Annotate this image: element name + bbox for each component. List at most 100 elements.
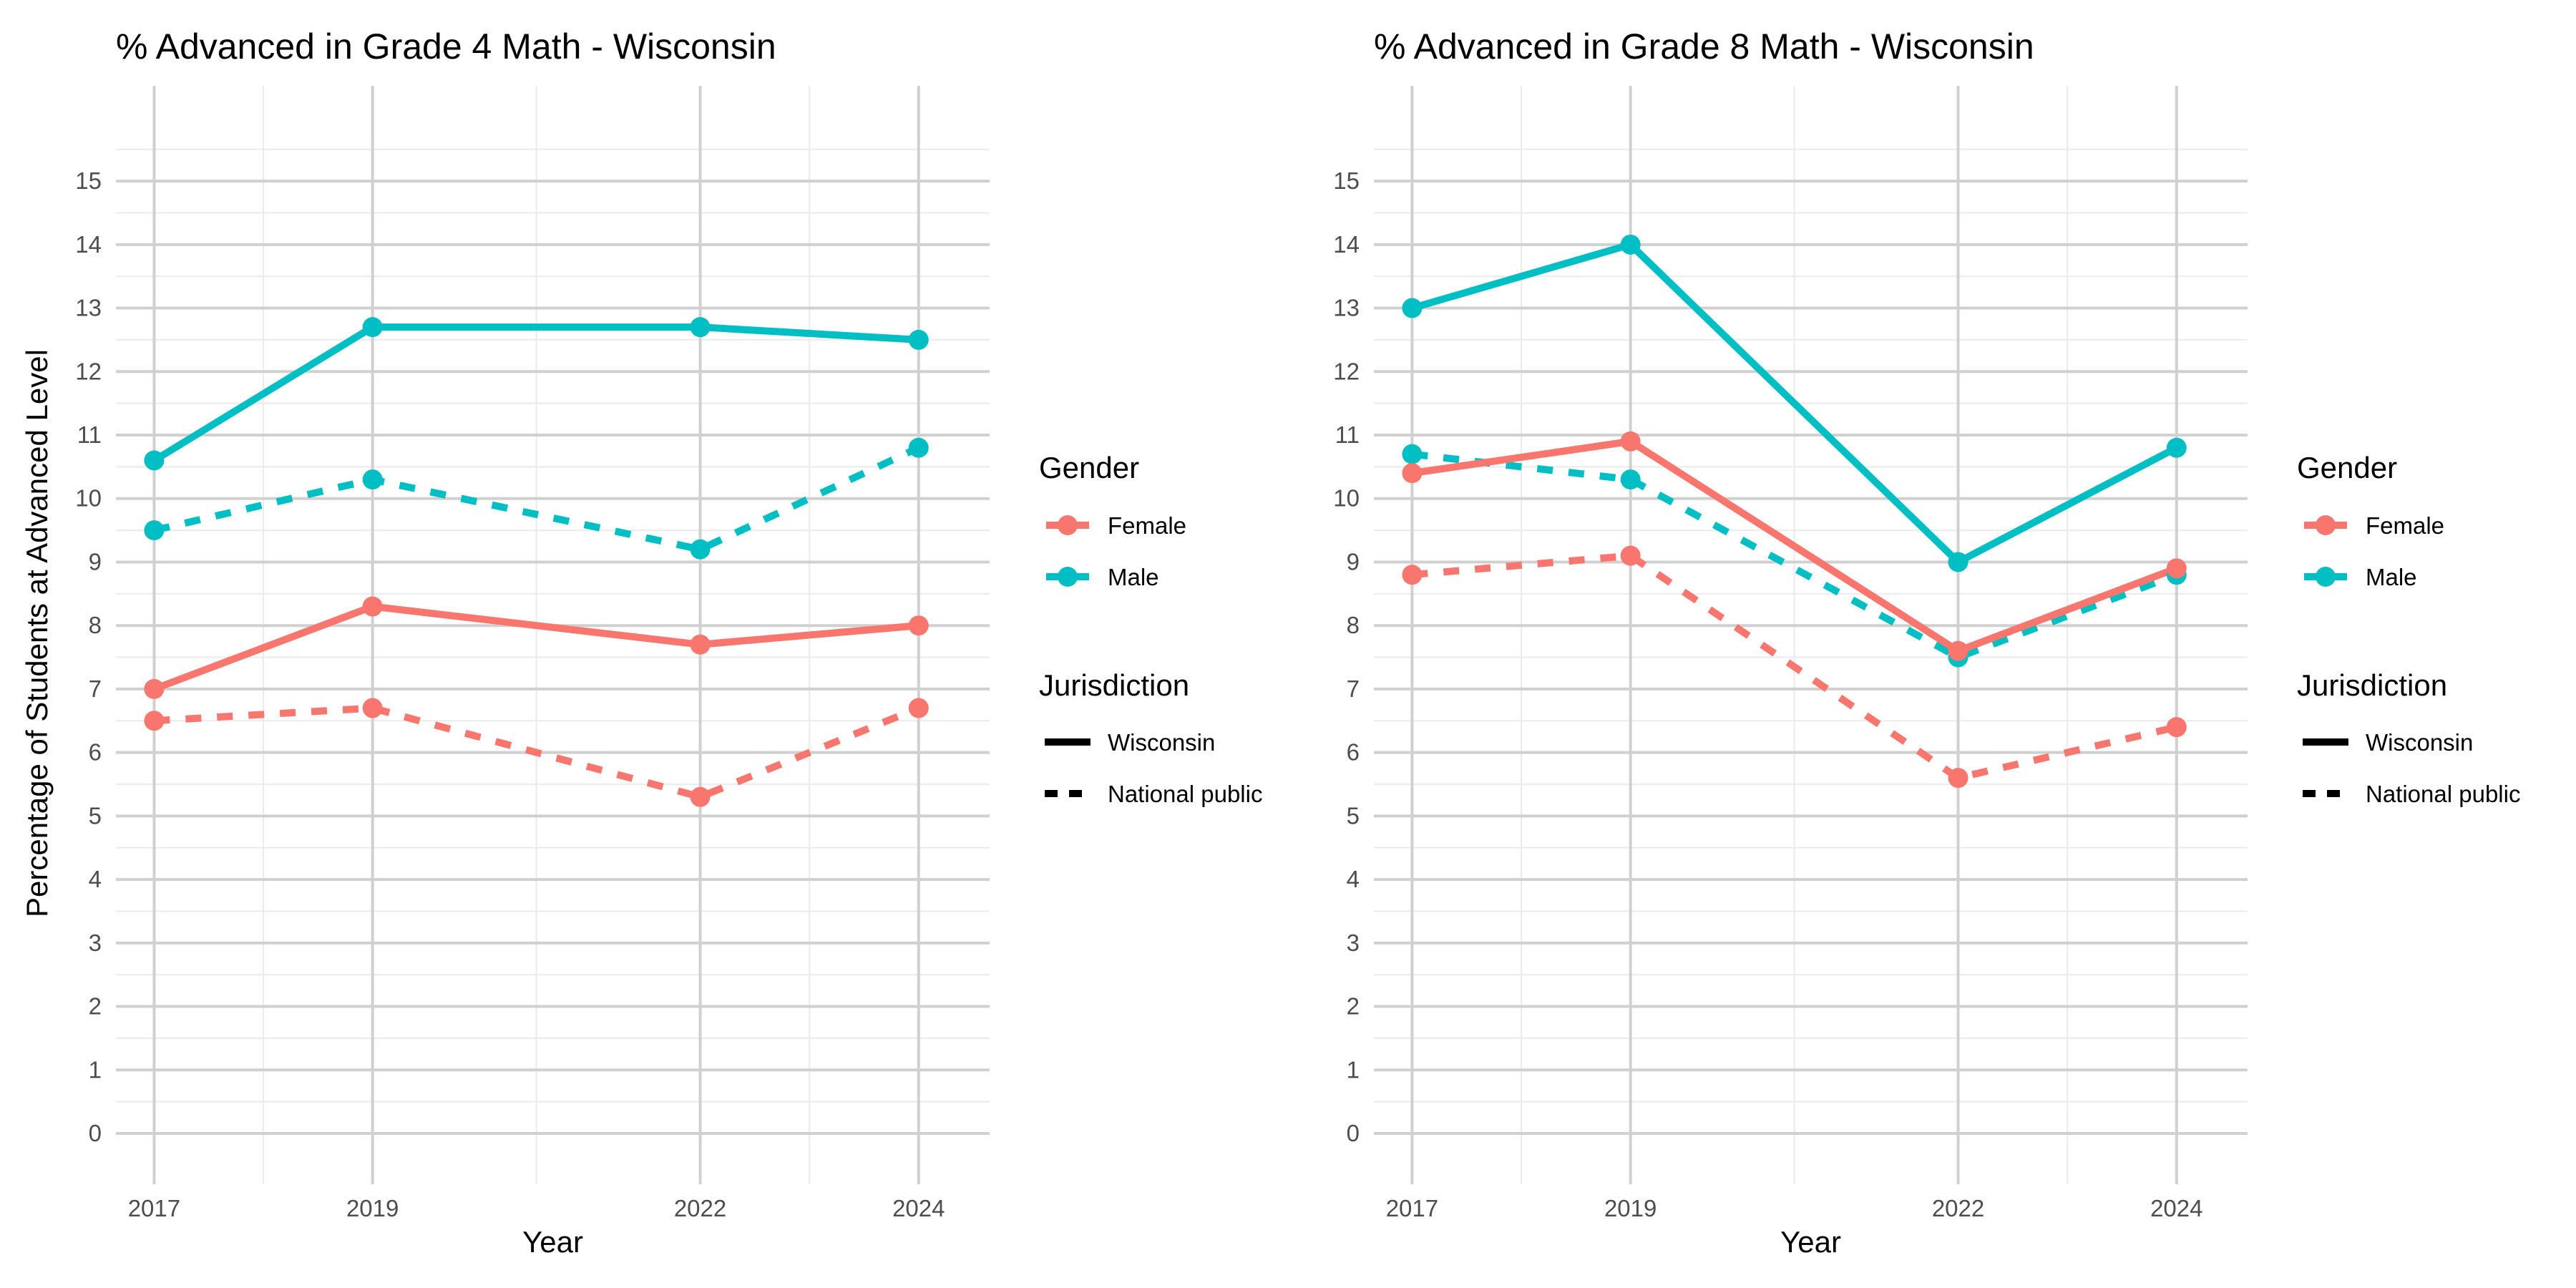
chart-title: % Advanced in Grade 8 Math - Wisconsin xyxy=(1374,26,2034,67)
x-axis-label: Year xyxy=(1780,1225,1841,1259)
legend-key-point xyxy=(1058,567,1078,587)
x-tick-label: 2019 xyxy=(1604,1195,1657,1221)
y-tick-label: 0 xyxy=(89,1120,102,1146)
legend-label-jurisdiction: Wisconsin xyxy=(1108,729,1215,756)
y-tick-label: 8 xyxy=(1347,612,1360,638)
y-tick-label: 5 xyxy=(1347,802,1360,829)
y-tick-label: 15 xyxy=(1333,167,1360,194)
y-tick-label: 2 xyxy=(89,993,102,1020)
y-tick-label: 1 xyxy=(1347,1056,1360,1083)
legend-label-jurisdiction: Wisconsin xyxy=(2366,729,2473,756)
y-tick-label: 11 xyxy=(1335,421,1360,448)
y-tick-label: 10 xyxy=(75,485,102,512)
y-tick-label: 12 xyxy=(1333,358,1360,384)
y-tick-label: 7 xyxy=(89,675,102,702)
data-point-female xyxy=(2166,717,2187,738)
series-line-male-wisconsin xyxy=(1411,240,2179,566)
x-tick-label: 2022 xyxy=(1932,1195,1984,1221)
x-tick-label: 2022 xyxy=(674,1195,726,1221)
legend-key-point xyxy=(2316,515,2336,535)
series-line-female-national xyxy=(1411,552,2177,782)
x-axis-label: Year xyxy=(522,1225,583,1259)
y-tick-label: 13 xyxy=(1333,295,1360,321)
legend-title-gender: Gender xyxy=(2297,451,2397,484)
legend-label-female: Female xyxy=(2366,512,2444,539)
series-line-female-national xyxy=(154,704,920,801)
y-tick-label: 14 xyxy=(1333,231,1360,258)
data-point-male xyxy=(1402,444,1423,464)
data-point-female xyxy=(1948,768,1968,789)
data-point-female xyxy=(144,711,165,731)
legend-label-jurisdiction: National public xyxy=(2366,781,2520,807)
legend-key-point xyxy=(2316,567,2336,587)
legend-key-point xyxy=(1058,515,1078,535)
data-point-female xyxy=(362,698,383,718)
y-tick-label: 4 xyxy=(1347,866,1360,892)
data-point-male xyxy=(908,329,929,350)
data-point-male xyxy=(362,317,383,338)
legend-label-male: Male xyxy=(1108,564,1159,590)
legend-label-female: Female xyxy=(1108,512,1186,539)
data-point-female xyxy=(1402,565,1423,585)
data-point-female xyxy=(1948,640,1968,661)
y-tick-label: 12 xyxy=(75,358,102,384)
data-point-male xyxy=(1948,552,1968,572)
data-point-female xyxy=(1620,545,1641,566)
x-tick-label: 2017 xyxy=(128,1195,180,1221)
x-tick-label: 2017 xyxy=(1386,1195,1438,1221)
y-tick-label: 14 xyxy=(75,231,102,258)
legend: Gender Female Male Jurisdiction Wisconsin Nat… xyxy=(2297,451,2520,807)
data-point-male xyxy=(1402,298,1423,318)
y-tick-label: 6 xyxy=(1347,739,1360,766)
legend-label-male: Male xyxy=(2366,564,2417,590)
y-tick-label: 9 xyxy=(89,548,102,575)
data-point-female xyxy=(144,678,165,699)
data-point-female xyxy=(2166,558,2187,579)
data-point-female xyxy=(690,634,711,655)
y-tick-label: 0 xyxy=(1347,1120,1360,1146)
data-point-female xyxy=(908,615,929,636)
series-line-male-national xyxy=(1411,450,2178,661)
legend-title-jurisdiction: Jurisdiction xyxy=(2297,668,2447,702)
data-point-male xyxy=(2166,437,2187,458)
legend-label-jurisdiction: National public xyxy=(1108,781,1262,807)
data-point-male xyxy=(690,539,711,560)
series-line-female-wisconsin xyxy=(1411,437,2178,655)
legend-title-gender: Gender xyxy=(1039,451,1139,484)
y-tick-label: 15 xyxy=(75,167,102,194)
data-point-female xyxy=(908,698,929,718)
x-tick-label: 2024 xyxy=(892,1195,945,1221)
x-tick-label: 2024 xyxy=(2150,1195,2202,1221)
series-line-male-national xyxy=(153,444,920,553)
y-tick-label: 5 xyxy=(89,802,102,829)
data-point-male xyxy=(1620,469,1641,490)
data-point-male xyxy=(1620,234,1641,255)
data-point-female xyxy=(1620,431,1641,452)
y-tick-label: 2 xyxy=(1347,993,1360,1020)
y-tick-label: 7 xyxy=(1347,675,1360,702)
data-point-male xyxy=(908,437,929,458)
y-tick-label: 11 xyxy=(77,421,102,448)
series-line-male-wisconsin xyxy=(152,323,919,464)
data-point-male xyxy=(144,520,165,541)
y-tick-label: 8 xyxy=(89,612,102,638)
series-line-female-wisconsin xyxy=(152,602,919,693)
y-tick-label: 9 xyxy=(1347,548,1360,575)
data-point-female xyxy=(362,596,383,617)
x-tick-label: 2019 xyxy=(346,1195,399,1221)
legend: Gender Female Male Jurisdiction Wisconsin Nat… xyxy=(1039,451,1262,807)
chart-title: % Advanced in Grade 4 Math - Wisconsin xyxy=(116,26,776,67)
data-point-female xyxy=(690,786,711,807)
y-tick-label: 10 xyxy=(1333,485,1360,512)
y-tick-label: 13 xyxy=(75,295,102,321)
legend-title-jurisdiction: Jurisdiction xyxy=(1039,668,1189,702)
data-point-female xyxy=(1402,463,1423,484)
data-point-male xyxy=(362,469,383,490)
y-tick-label: 1 xyxy=(89,1056,102,1083)
y-tick-label: 3 xyxy=(1347,930,1360,956)
y-tick-label: 6 xyxy=(89,739,102,766)
y-axis-label: Percentage of Students at Advanced Level xyxy=(20,349,54,917)
